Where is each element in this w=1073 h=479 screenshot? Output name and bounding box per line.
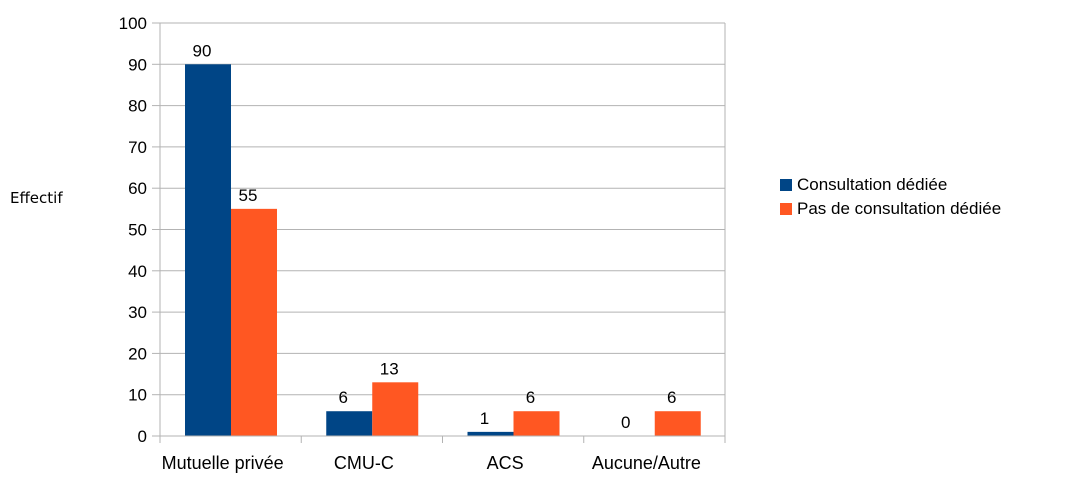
bar <box>372 382 419 436</box>
bar <box>326 411 373 436</box>
legend: Consultation dédiée Pas de consultation d… <box>780 175 1001 218</box>
legend-label: Consultation dédiée <box>797 175 947 194</box>
data-label: 6 <box>526 388 535 407</box>
legend-swatch <box>780 203 792 215</box>
x-tick-label: ACS <box>487 453 524 473</box>
y-axis-ticks: 0 10 20 30 40 50 60 70 80 90 100 <box>119 14 160 446</box>
legend-label: Pas de consultation dédiée <box>797 199 1001 218</box>
bar <box>231 208 277 436</box>
y-tick-label: 50 <box>128 221 147 240</box>
bar <box>654 411 701 436</box>
data-label: 90 <box>193 41 212 60</box>
y-tick-label: 10 <box>128 386 147 405</box>
data-label: 1 <box>480 409 489 428</box>
y-tick-label: 0 <box>138 427 147 446</box>
y-tick-label: 90 <box>128 55 147 74</box>
data-label: 0 <box>621 413 630 432</box>
data-label: 6 <box>339 388 348 407</box>
legend-swatch <box>780 179 792 191</box>
x-tick-label: Aucune/Autre <box>592 453 701 473</box>
y-tick-label: 70 <box>128 138 147 157</box>
y-tick-label: 40 <box>128 262 147 281</box>
bars <box>185 64 701 437</box>
x-axis-ticks: Mutuelle privée CMU-C ACS Aucune/Autre <box>159 436 726 473</box>
data-labels: 90 6 1 0 55 13 6 6 <box>193 41 677 432</box>
data-label: 6 <box>667 388 676 407</box>
y-tick-label: 60 <box>128 179 147 198</box>
x-tick-label: Mutuelle privée <box>162 453 284 473</box>
data-label: 55 <box>239 186 258 205</box>
y-axis-label: Effectif <box>10 189 63 207</box>
y-tick-label: 80 <box>128 97 147 116</box>
bar <box>467 431 514 436</box>
data-label: 13 <box>380 359 399 378</box>
y-tick-label: 100 <box>119 14 147 33</box>
bar <box>185 64 231 437</box>
bar <box>513 411 560 436</box>
x-tick-label: CMU-C <box>334 453 394 473</box>
y-tick-label: 20 <box>128 344 147 363</box>
y-tick-label: 30 <box>128 303 147 322</box>
